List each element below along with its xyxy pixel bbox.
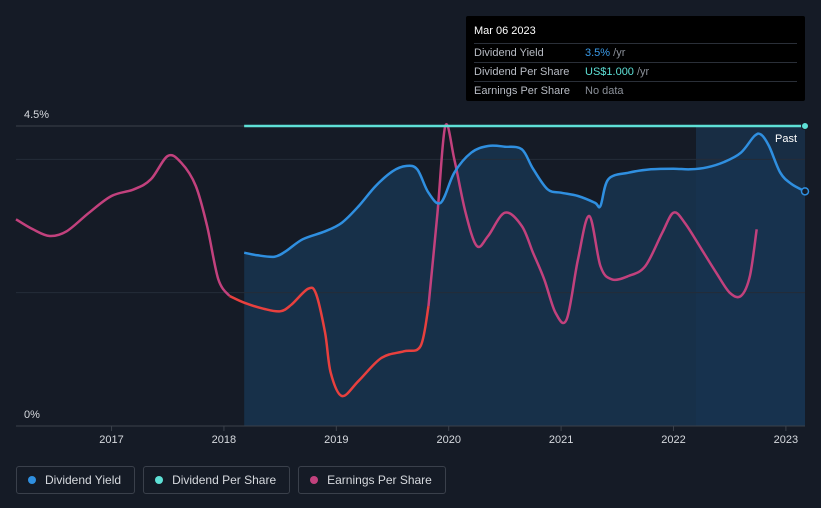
legend-item-dividend-per-share[interactable]: Dividend Per Share bbox=[143, 466, 291, 494]
x-tick-label: 2022 bbox=[661, 434, 685, 446]
legend: Dividend Yield Dividend Per Share Earnin… bbox=[16, 466, 446, 494]
x-tick-label: 2023 bbox=[774, 434, 798, 446]
tooltip-value: 3.5% bbox=[585, 47, 611, 59]
y-tick-label: 4.5% bbox=[24, 109, 49, 121]
dividend-yield-line bbox=[243, 132, 806, 259]
tooltip-label: Dividend Per Share bbox=[474, 66, 570, 78]
tooltip-label: Earnings Per Share bbox=[474, 85, 570, 97]
x-tick-label: 2017 bbox=[99, 434, 123, 446]
legend-item-earnings-per-share[interactable]: Earnings Per Share bbox=[298, 466, 446, 494]
x-axis-ticks: 2017 2018 2019 2020 2021 2022 2023 bbox=[99, 426, 798, 446]
x-tick-label: 2021 bbox=[549, 434, 573, 446]
x-tick-label: 2018 bbox=[212, 434, 236, 446]
tooltip-suffix: /yr bbox=[633, 66, 650, 78]
eps-line bbox=[427, 123, 758, 325]
tooltip-row-dps: Dividend Per Share US$1.000 /yr bbox=[474, 62, 797, 81]
yield-end-marker bbox=[800, 187, 810, 196]
tooltip-suffix: /yr bbox=[610, 47, 626, 59]
legend-label: Dividend Per Share bbox=[172, 473, 277, 487]
eps-line-decline bbox=[228, 286, 430, 398]
eps-line bbox=[15, 153, 231, 297]
tooltip-value: US$1.000 bbox=[585, 66, 634, 78]
tooltip-date: Mar 06 2023 bbox=[474, 25, 536, 37]
tooltip-row-yield: Dividend Yield 3.5% /yr bbox=[474, 43, 797, 62]
legend-dot-icon bbox=[310, 476, 319, 484]
legend-dot-icon bbox=[28, 476, 36, 484]
legend-item-dividend-yield[interactable]: Dividend Yield bbox=[16, 466, 136, 494]
dps-end-marker bbox=[801, 122, 809, 130]
series-lines bbox=[15, 123, 806, 398]
x-tick-label: 2020 bbox=[436, 434, 460, 446]
tooltip-value: No data bbox=[585, 85, 624, 97]
x-tick-label: 2019 bbox=[324, 434, 348, 446]
yield-area bbox=[244, 133, 805, 426]
tooltip: Mar 06 2023 Dividend Yield 3.5% /yr Divi… bbox=[466, 16, 805, 101]
tooltip-label: Dividend Yield bbox=[474, 47, 544, 59]
legend-label: Dividend Yield bbox=[45, 473, 122, 487]
legend-dot-icon bbox=[155, 476, 164, 484]
past-label: Past bbox=[775, 133, 797, 145]
tooltip-row-eps: Earnings Per Share No data bbox=[474, 81, 797, 100]
legend-label: Earnings Per Share bbox=[327, 473, 432, 487]
y-tick-label: 0% bbox=[24, 409, 40, 421]
